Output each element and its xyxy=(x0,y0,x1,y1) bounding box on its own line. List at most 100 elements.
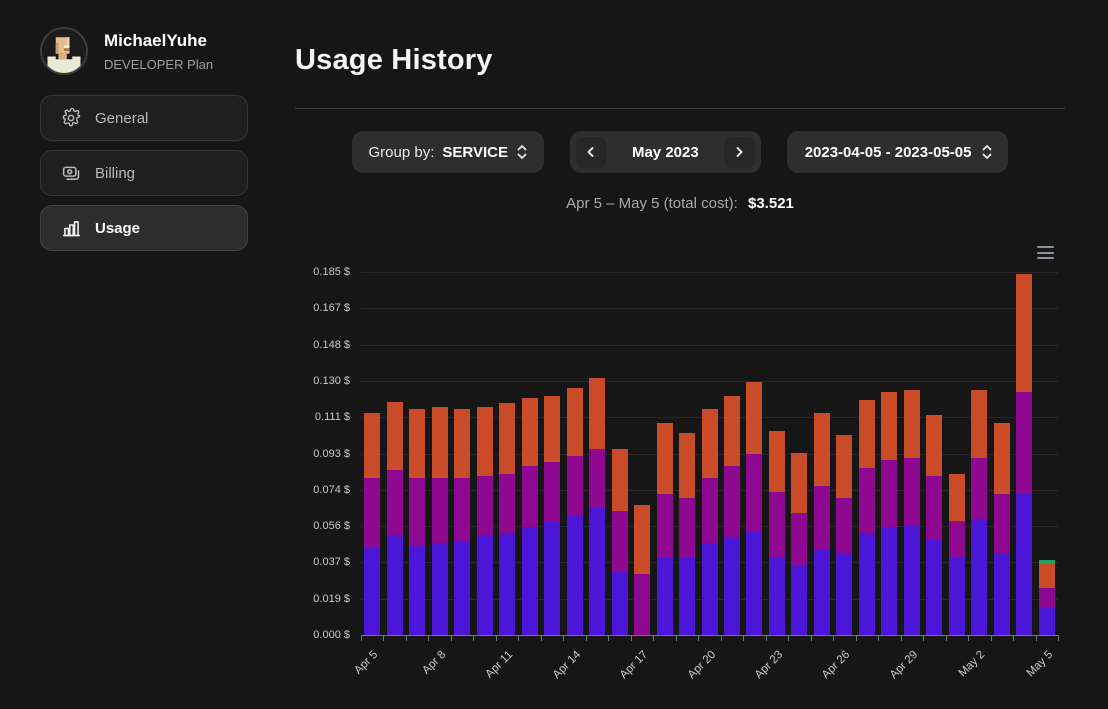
bar-apr-20-orange-segment[interactable] xyxy=(702,409,718,478)
bar-apr-11-purple-segment[interactable] xyxy=(499,474,515,533)
bar-apr-11-orange-segment[interactable] xyxy=(499,403,515,474)
bar-apr-18-orange-segment[interactable] xyxy=(657,423,673,494)
bar-apr-12-purple-segment[interactable] xyxy=(522,466,538,527)
bar-apr-15-blue-segment[interactable] xyxy=(589,507,605,635)
sidebar-item-usage[interactable]: Usage xyxy=(40,205,248,251)
bar-apr-18-blue-segment[interactable] xyxy=(657,558,673,635)
bar-apr-20-blue-segment[interactable] xyxy=(702,543,718,635)
bar-apr-17-orange-segment[interactable] xyxy=(634,505,650,574)
bar-apr-10-blue-segment[interactable] xyxy=(477,535,493,635)
next-month-button[interactable] xyxy=(723,136,755,168)
bar-apr-5-orange-segment[interactable] xyxy=(364,413,380,478)
bar-apr-27-purple-segment[interactable] xyxy=(859,468,875,533)
bar-apr-18-purple-segment[interactable] xyxy=(657,494,673,558)
prev-month-button[interactable] xyxy=(575,136,607,168)
bar-apr-7-orange-segment[interactable] xyxy=(409,409,425,478)
bar-apr-14-orange-segment[interactable] xyxy=(567,388,583,456)
bar-apr-25-orange-segment[interactable] xyxy=(814,413,830,486)
bar-apr-22-orange-segment[interactable] xyxy=(746,382,762,454)
bar-apr-10-purple-segment[interactable] xyxy=(477,476,493,535)
bar-apr-21-blue-segment[interactable] xyxy=(724,537,740,635)
bar-apr-16-orange-segment[interactable] xyxy=(612,449,628,511)
bar-may-5-blue-segment[interactable] xyxy=(1039,608,1055,635)
bar-apr-30-orange-segment[interactable] xyxy=(926,415,942,476)
bar-apr-13-orange-segment[interactable] xyxy=(544,396,560,462)
bar-apr-6-blue-segment[interactable] xyxy=(387,535,403,635)
bar-may-1-orange-segment[interactable] xyxy=(949,474,965,521)
sidebar-item-billing[interactable]: Billing xyxy=(40,150,248,196)
bar-may-4-blue-segment[interactable] xyxy=(1016,494,1032,635)
bar-apr-5-blue-segment[interactable] xyxy=(364,547,380,635)
bar-apr-30-blue-segment[interactable] xyxy=(926,539,942,635)
bar-apr-8-purple-segment[interactable] xyxy=(432,478,448,543)
bar-apr-22-purple-segment[interactable] xyxy=(746,454,762,531)
bar-may-3-blue-segment[interactable] xyxy=(994,553,1010,635)
bar-apr-23-purple-segment[interactable] xyxy=(769,492,785,557)
bar-apr-19-purple-segment[interactable] xyxy=(679,498,695,558)
bar-apr-24-orange-segment[interactable] xyxy=(791,453,807,513)
bar-apr-26-purple-segment[interactable] xyxy=(836,498,852,553)
bar-apr-9-orange-segment[interactable] xyxy=(454,409,470,478)
bar-apr-14-purple-segment[interactable] xyxy=(567,456,583,515)
bar-apr-17-purple-segment[interactable] xyxy=(634,574,650,635)
bar-apr-29-purple-segment[interactable] xyxy=(904,458,920,525)
bar-apr-6-orange-segment[interactable] xyxy=(387,402,403,470)
bar-apr-28-orange-segment[interactable] xyxy=(881,392,897,460)
bar-apr-29-orange-segment[interactable] xyxy=(904,390,920,458)
bar-apr-12-blue-segment[interactable] xyxy=(522,527,538,635)
bar-apr-24-blue-segment[interactable] xyxy=(791,566,807,635)
bar-apr-13-blue-segment[interactable] xyxy=(544,521,560,635)
bar-apr-13-purple-segment[interactable] xyxy=(544,462,560,521)
group-by-select[interactable]: Group by: SERVICE xyxy=(351,131,544,173)
bar-apr-14-blue-segment[interactable] xyxy=(567,515,583,635)
bar-apr-11-blue-segment[interactable] xyxy=(499,533,515,635)
bar-apr-10-orange-segment[interactable] xyxy=(477,407,493,476)
bar-apr-5-purple-segment[interactable] xyxy=(364,478,380,547)
bar-may-5-green-segment[interactable] xyxy=(1039,560,1055,564)
bar-may-2-blue-segment[interactable] xyxy=(971,519,987,635)
bar-apr-15-purple-segment[interactable] xyxy=(589,449,605,507)
bar-apr-28-blue-segment[interactable] xyxy=(881,527,897,635)
bar-apr-9-purple-segment[interactable] xyxy=(454,478,470,541)
bar-apr-8-blue-segment[interactable] xyxy=(432,543,448,635)
bar-apr-27-orange-segment[interactable] xyxy=(859,400,875,468)
bar-may-4-orange-segment[interactable] xyxy=(1016,274,1032,392)
bar-apr-21-purple-segment[interactable] xyxy=(724,466,740,537)
bar-apr-20-purple-segment[interactable] xyxy=(702,478,718,543)
bar-apr-26-orange-segment[interactable] xyxy=(836,435,852,498)
bar-apr-23-blue-segment[interactable] xyxy=(769,557,785,635)
bar-apr-29-blue-segment[interactable] xyxy=(904,525,920,635)
bar-apr-6-purple-segment[interactable] xyxy=(387,470,403,535)
sidebar-item-general[interactable]: General xyxy=(40,95,248,141)
bar-may-5-purple-segment[interactable] xyxy=(1039,588,1055,608)
bar-apr-8-orange-segment[interactable] xyxy=(432,407,448,478)
bar-apr-21-orange-segment[interactable] xyxy=(724,396,740,466)
bar-may-3-orange-segment[interactable] xyxy=(994,423,1010,494)
bar-apr-15-orange-segment[interactable] xyxy=(589,378,605,449)
bar-apr-19-blue-segment[interactable] xyxy=(679,558,695,635)
bar-may-3-purple-segment[interactable] xyxy=(994,494,1010,553)
bar-apr-28-purple-segment[interactable] xyxy=(881,460,897,527)
bar-apr-19-orange-segment[interactable] xyxy=(679,433,695,498)
bar-apr-24-purple-segment[interactable] xyxy=(791,513,807,566)
bar-apr-7-purple-segment[interactable] xyxy=(409,478,425,545)
bar-apr-12-orange-segment[interactable] xyxy=(522,398,538,466)
bar-apr-23-orange-segment[interactable] xyxy=(769,431,785,492)
bar-apr-22-blue-segment[interactable] xyxy=(746,531,762,635)
bar-may-1-purple-segment[interactable] xyxy=(949,521,965,558)
chart-menu-icon[interactable] xyxy=(1037,246,1054,259)
bar-may-2-orange-segment[interactable] xyxy=(971,390,987,458)
bar-apr-30-purple-segment[interactable] xyxy=(926,476,942,539)
bar-may-1-blue-segment[interactable] xyxy=(949,558,965,635)
bar-apr-27-blue-segment[interactable] xyxy=(859,533,875,635)
bar-apr-16-purple-segment[interactable] xyxy=(612,511,628,572)
bar-may-4-purple-segment[interactable] xyxy=(1016,392,1032,494)
bar-apr-25-blue-segment[interactable] xyxy=(814,549,830,635)
bar-apr-9-blue-segment[interactable] xyxy=(454,541,470,635)
bar-apr-16-blue-segment[interactable] xyxy=(612,572,628,635)
bar-apr-7-blue-segment[interactable] xyxy=(409,545,425,635)
bar-may-2-purple-segment[interactable] xyxy=(971,458,987,519)
date-range-select[interactable]: 2023-04-05 - 2023-05-05 xyxy=(786,131,1009,173)
bar-may-5-orange-segment[interactable] xyxy=(1039,564,1055,588)
bar-apr-25-purple-segment[interactable] xyxy=(814,486,830,549)
